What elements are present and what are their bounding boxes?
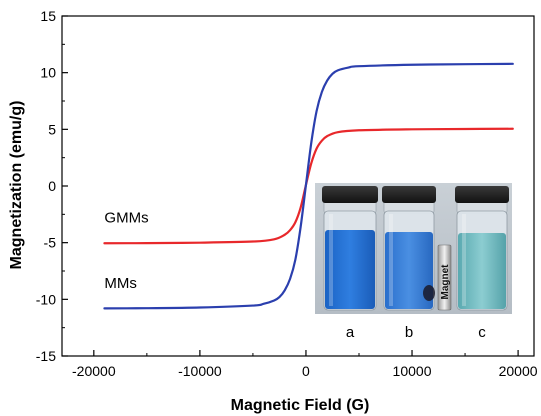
y-tick-label: 0 (48, 178, 56, 194)
x-tick-label: 10000 (393, 363, 432, 379)
x-tick-label: 0 (302, 363, 310, 379)
vial-a (322, 186, 378, 311)
inset-label-b: b (405, 324, 413, 341)
annotation-label: MMs (104, 275, 137, 292)
y-tick-label: -10 (36, 291, 56, 307)
magnet-label: Magnet (440, 264, 451, 300)
x-tick-label: -10000 (178, 363, 222, 379)
vial-b (382, 186, 436, 311)
x-tick-label: 20000 (499, 363, 538, 379)
y-axis-ticks: -15 -10 -5 0 5 10 15 (36, 8, 68, 364)
y-tick-label: -5 (44, 235, 57, 251)
annotation-layer: GMMs MMs (104, 209, 148, 292)
series-layer (103, 62, 514, 310)
annotation-label: GMMs (104, 209, 148, 226)
inset-label-c: c (478, 324, 486, 341)
y-tick-label: 15 (40, 8, 56, 24)
x-axis-title: Magnetic Field (G) (231, 397, 370, 414)
x-axis-ticks: -20000 -10000 0 10000 20000 (72, 350, 538, 379)
magnet: Magnet (437, 244, 452, 311)
y-axis-title: Magnetization (emu/g) (8, 101, 25, 270)
y-tick-label: 5 (48, 121, 56, 137)
y-tick-label: 10 (40, 65, 56, 81)
inset-label-a: a (346, 324, 355, 341)
vial-c (455, 186, 509, 311)
inset-photo: Magnet a b c (315, 183, 512, 341)
y-tick-label: -15 (36, 348, 56, 364)
x-tick-label: -20000 (72, 363, 116, 379)
series-line-1 (103, 62, 514, 310)
